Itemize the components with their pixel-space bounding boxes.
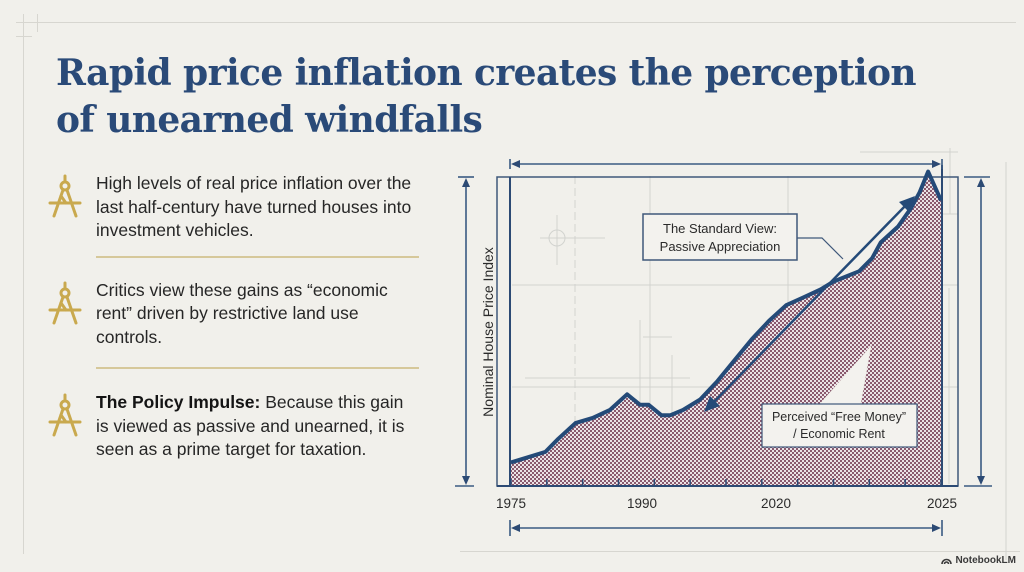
frame-line-bottom [460, 551, 1020, 552]
bullet-list: High levels of real price inflation over… [44, 172, 419, 462]
watermark-text: NotebookLM [955, 555, 1016, 566]
y-axis-label: Nominal House Price Index [480, 247, 496, 417]
standard-view-arrow [704, 196, 915, 412]
dimension-arrows [455, 159, 992, 536]
callout-leader [797, 237, 844, 260]
watermark: NotebookLM [941, 555, 1016, 566]
bullet-text: High levels of real price inflation over… [96, 173, 412, 240]
x-tick-label: 2020 [761, 496, 791, 511]
arrowhead [932, 524, 941, 532]
arrowhead [704, 396, 720, 412]
economic-rent-callout: Perceived “Free Money” / Economic Rent [761, 345, 918, 448]
arrowhead [977, 178, 985, 187]
arrowhead [977, 476, 985, 485]
x-tick-label: 2025 [927, 496, 957, 511]
frame-line-top [16, 22, 1016, 23]
callout-box [642, 213, 798, 261]
notebooklm-logo-icon [941, 558, 953, 565]
bullet-item: Critics view these gains as “economic re… [44, 279, 419, 350]
arrowhead [511, 524, 520, 532]
divider [96, 367, 419, 369]
callout-text: The Standard View: [663, 221, 777, 236]
compass-icon [48, 393, 82, 437]
arrowhead [511, 160, 520, 168]
callout-text: Passive Appreciation [660, 239, 781, 254]
bullet-bold: The Policy Impulse: [96, 392, 261, 412]
bullet-text: Because this gain is viewed as passive a… [96, 392, 405, 459]
x-tick-label: 1975 [496, 496, 526, 511]
x-ticks [510, 479, 942, 486]
price-line [510, 169, 943, 465]
x-tick-labels: 1975 1990 2020 2025 [496, 496, 957, 511]
standard-view-callout: The Standard View: Passive Appreciation [642, 213, 798, 261]
frame-line-left [23, 14, 24, 554]
slide-title: Rapid price inflation creates the percep… [56, 52, 917, 141]
arrowhead [462, 476, 470, 485]
divider [96, 255, 419, 258]
x-tick-label: 1990 [627, 496, 657, 511]
compass-icon [48, 174, 82, 218]
bullet-item: The Policy Impulse: Because this gain is… [44, 391, 419, 462]
compass-icon [48, 281, 82, 324]
callout-text: Perceived “Free Money” [772, 410, 906, 424]
bullet-text: Critics view these gains as “economic re… [96, 279, 388, 347]
arrowhead [462, 178, 470, 187]
bullet-item: High levels of real price inflation over… [44, 172, 419, 243]
callout-text: / Economic Rent [793, 427, 885, 441]
arrow-shaft [710, 202, 909, 406]
frame-line-tick-h [16, 36, 32, 37]
arrowhead [899, 196, 915, 212]
arrowhead [932, 160, 941, 168]
callout-box [761, 403, 918, 448]
frame-line-tick-v [37, 14, 38, 32]
